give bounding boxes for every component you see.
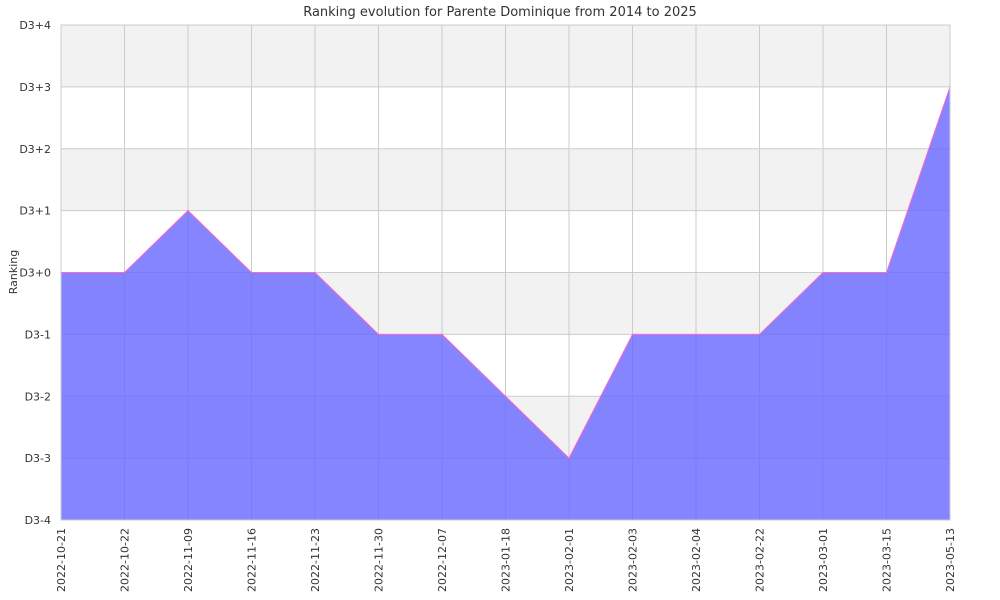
plot-border [60, 24, 951, 521]
y-tick-label: D3+4 [19, 19, 51, 32]
x-tick-label: 2023-02-22 [754, 528, 767, 592]
data-point [822, 271, 824, 274]
y-axis-label: Ranking [7, 250, 20, 295]
y-tick-label: D3-4 [25, 514, 51, 527]
y-tick-label: D3+3 [19, 81, 51, 94]
y-tick-label: D3+1 [19, 205, 51, 218]
x-tick-label: 2023-05-13 [944, 528, 957, 592]
area-fill [61, 86, 950, 520]
y-tick-label: D3+2 [19, 143, 51, 156]
x-tick-label: 2022-11-30 [373, 528, 386, 592]
y-tick-labels: D3-4 D3-3 D3-2 D3-1 D3+0 D3+1 D3+2 D3+3 D3+4 [19, 19, 51, 527]
x-tick-label: 2022-11-23 [309, 528, 322, 592]
x-tick-label: 2022-11-09 [182, 528, 195, 592]
x-tick-label: 2023-02-01 [563, 528, 576, 592]
y-tick-label: D3+0 [19, 267, 51, 280]
x-tick-label: 2022-12-07 [436, 528, 449, 592]
x-tick-label: 2023-02-03 [627, 528, 640, 592]
x-tick-label: 2023-02-04 [690, 528, 703, 592]
y-tick-label: D3-1 [25, 328, 51, 341]
x-tick-label: 2023-03-01 [817, 528, 830, 592]
data-point [441, 333, 443, 336]
data-point [758, 333, 761, 336]
data-point [377, 333, 380, 336]
data-point [123, 271, 126, 274]
data-point [695, 333, 697, 336]
x-tick-label: 2022-11-16 [246, 528, 259, 592]
area-series [60, 24, 951, 521]
y-tick-label: D3-3 [25, 452, 51, 465]
chart-title: Ranking evolution for Parente Dominique … [303, 5, 697, 20]
x-tick-label: 2023-01-18 [500, 528, 513, 592]
data-point [187, 209, 189, 212]
x-tick-labels: 2022-10-21 2022-10-22 2022-11-09 2022-11-16… [55, 528, 957, 592]
data-point [504, 395, 507, 398]
data-point [885, 271, 888, 274]
x-tick-label: 2023-03-15 [881, 528, 894, 592]
data-point [314, 271, 316, 274]
data-point [568, 457, 570, 459]
data-point [631, 333, 634, 336]
data-point [250, 271, 253, 274]
x-tick-label: 2022-10-22 [119, 528, 132, 592]
x-tick-label: 2022-10-21 [55, 528, 68, 592]
y-tick-label: D3-2 [25, 390, 51, 403]
